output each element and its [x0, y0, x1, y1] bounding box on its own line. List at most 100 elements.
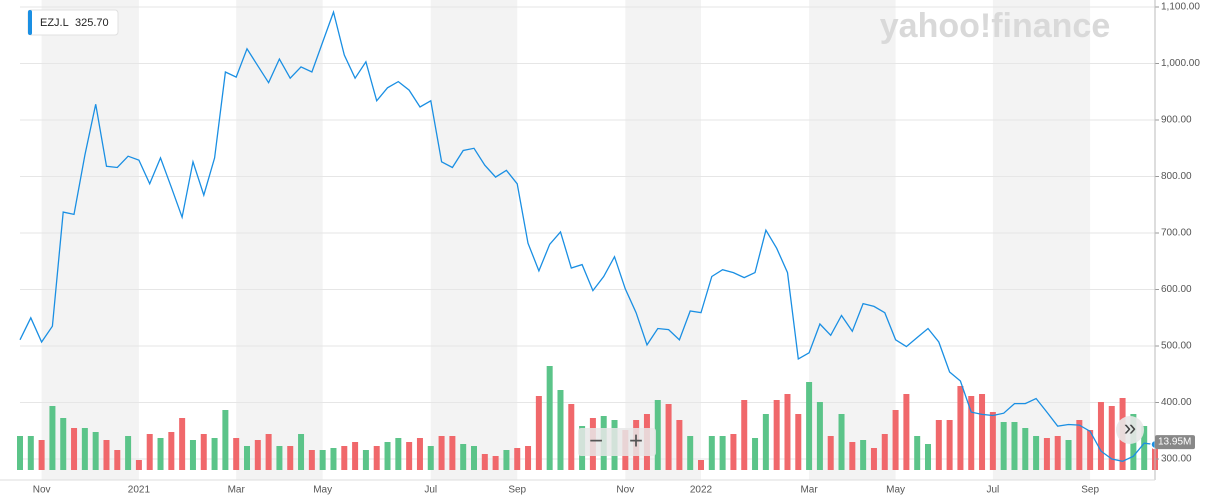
- volume-bar: [773, 400, 780, 470]
- volume-bar: [1011, 422, 1018, 470]
- volume-bar: [870, 448, 877, 470]
- month-band: [625, 0, 701, 480]
- zoom-in[interactable]: +: [629, 427, 643, 454]
- grid: [20, 6, 1155, 460]
- x-tick-label: May: [313, 485, 332, 496]
- month-band: [992, 0, 1091, 480]
- volume-bar: [525, 446, 532, 470]
- y-tick-label: 400.00: [1161, 397, 1192, 408]
- zoom-panel: [578, 428, 656, 456]
- legend-symbol: EZJ.L: [40, 17, 69, 29]
- volume-bar: [546, 366, 553, 470]
- volume-bar: [254, 440, 261, 470]
- volume-bar: [687, 436, 694, 470]
- volume-bar: [708, 436, 715, 470]
- volume-bar: [103, 440, 110, 470]
- x-tick-label: Sep: [508, 485, 526, 496]
- volume-bar: [827, 436, 834, 470]
- volume-bar: [784, 394, 791, 470]
- volume-bar: [114, 450, 121, 470]
- y-tick-label: 300.00: [1161, 454, 1192, 465]
- volume-bar: [81, 428, 88, 470]
- next-control: »: [1116, 415, 1144, 444]
- volume-bar: [698, 460, 704, 470]
- volume-bar: [438, 436, 445, 470]
- volume-bar: [125, 436, 132, 470]
- legend-swatch: [28, 10, 32, 35]
- volume-bar: [1087, 430, 1094, 470]
- volume-bar: [460, 444, 467, 470]
- zoom-controls: − +: [578, 427, 656, 456]
- volume-bar: [838, 414, 845, 470]
- volume-bar: [92, 432, 99, 470]
- y-tick-label: 800.00: [1161, 171, 1192, 182]
- volume-bar: [49, 406, 56, 470]
- volume-bar: [416, 438, 423, 470]
- month-band: [809, 0, 896, 480]
- x-tick-label: May: [886, 485, 905, 496]
- volume-bar: [741, 400, 748, 470]
- volume-bar: [362, 450, 369, 470]
- volume-bar: [1097, 402, 1104, 470]
- volume-bar: [449, 436, 456, 470]
- volume-bar: [957, 386, 964, 470]
- month-band: [430, 0, 518, 480]
- volume-bar: [860, 440, 867, 470]
- volume-bar: [168, 432, 175, 470]
- volume-bar: [816, 402, 823, 470]
- volume-bar: [654, 400, 661, 470]
- volume-bar: [1054, 436, 1061, 470]
- volume-bar: [568, 404, 575, 470]
- volume-bar: [330, 448, 337, 470]
- volume-bar: [979, 394, 986, 470]
- y-tick-label: 700.00: [1161, 228, 1192, 239]
- volume-bar: [503, 450, 510, 470]
- next-button[interactable]: [1116, 416, 1144, 444]
- volume-bar: [1065, 440, 1072, 470]
- volume-bar: [719, 436, 726, 470]
- x-tick-label: Jul: [424, 485, 437, 496]
- zoom-out[interactable]: −: [589, 427, 603, 454]
- x-tick-label: Mar: [800, 485, 818, 496]
- x-tick-label: Nov: [616, 485, 634, 496]
- volume-bar: [795, 414, 802, 470]
- volume-bar: [71, 428, 78, 470]
- volume-bar: [946, 420, 953, 470]
- volume-bar: [1043, 438, 1050, 470]
- volume-bar: [211, 438, 218, 470]
- price-line: [19, 9, 1156, 462]
- x-tick-label: Jul: [986, 485, 999, 496]
- volume-bar: [38, 440, 45, 470]
- volume-bar: [265, 434, 272, 470]
- x-tick-label: Sep: [1081, 485, 1099, 496]
- volume-bar: [752, 438, 759, 470]
- volume-bar: [233, 438, 240, 470]
- month-band: [236, 0, 323, 480]
- x-tick-label: Nov: [33, 485, 51, 496]
- volume-bar: [665, 404, 672, 470]
- volume-bar: [1000, 422, 1007, 470]
- month-bands: [41, 0, 1091, 480]
- y-tick-label: 1,100.00: [1161, 2, 1200, 13]
- volume-bar: [935, 420, 942, 470]
- axis: 300.00 400.00 500.00 600.00 700.00 800.00 900.…: [0, 0, 1200, 496]
- next-icon[interactable]: »: [1124, 415, 1136, 440]
- volume-bar: [535, 396, 542, 470]
- volume-bar: [244, 446, 250, 470]
- volume-bar: [373, 446, 380, 470]
- volume-bar: [287, 446, 294, 470]
- volume-bar: [676, 420, 683, 470]
- volume-bar: [1033, 436, 1040, 470]
- y-tick-label: 900.00: [1161, 115, 1192, 126]
- price-layer: [19, 9, 1160, 462]
- volume-bar: [200, 434, 207, 470]
- volume-bar: [989, 412, 996, 470]
- volume-bars: [17, 366, 1158, 470]
- volume-bar: [881, 434, 888, 470]
- volume-bar: [730, 434, 737, 470]
- volume-bar: [892, 410, 899, 470]
- volume-bar: [135, 460, 142, 470]
- volume-bar: [157, 438, 164, 470]
- volume-bar: [968, 396, 975, 470]
- legend: EZJ.L 325.70: [27, 9, 119, 36]
